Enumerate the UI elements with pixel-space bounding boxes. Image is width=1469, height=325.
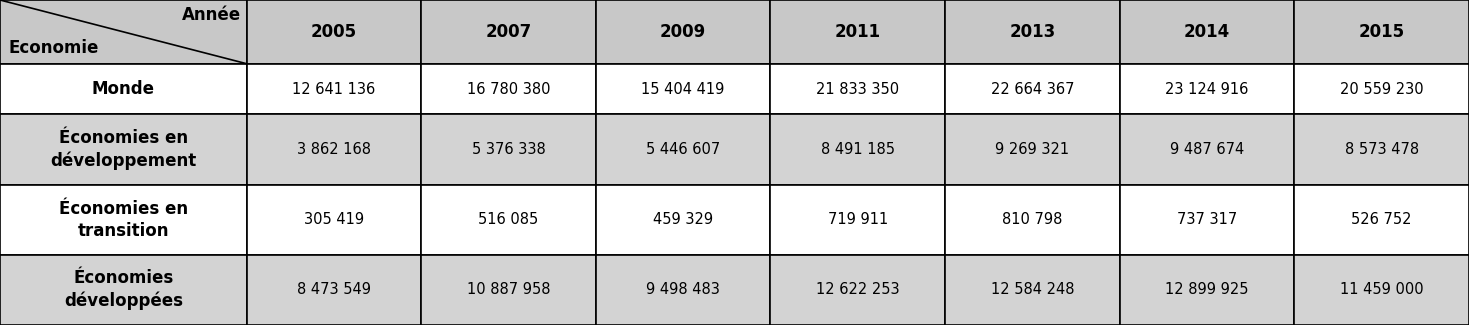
Text: 15 404 419: 15 404 419 — [642, 82, 724, 97]
Text: 8 573 478: 8 573 478 — [1344, 142, 1419, 157]
Text: 12 641 136: 12 641 136 — [292, 82, 376, 97]
Text: 516 085: 516 085 — [479, 212, 539, 227]
Bar — [945, 0, 1119, 64]
Text: 810 798: 810 798 — [1002, 212, 1062, 227]
Text: 8 491 185: 8 491 185 — [821, 142, 895, 157]
Text: 12 622 253: 12 622 253 — [815, 282, 899, 297]
Text: Économies en
développement: Économies en développement — [50, 129, 197, 170]
Bar — [945, 185, 1119, 255]
Bar — [1119, 114, 1294, 185]
Text: Monde: Monde — [91, 80, 154, 98]
Text: 10 887 958: 10 887 958 — [467, 282, 551, 297]
Text: 21 833 350: 21 833 350 — [817, 82, 899, 97]
Text: 5 446 607: 5 446 607 — [646, 142, 720, 157]
Text: 5 376 338: 5 376 338 — [472, 142, 545, 157]
Text: 2015: 2015 — [1359, 23, 1404, 41]
Bar — [1294, 0, 1469, 64]
Bar — [770, 114, 945, 185]
Text: 3 862 168: 3 862 168 — [297, 142, 370, 157]
Bar — [1119, 185, 1294, 255]
Bar — [1119, 255, 1294, 325]
Bar — [596, 64, 770, 114]
Bar — [1294, 114, 1469, 185]
Text: 9 498 483: 9 498 483 — [646, 282, 720, 297]
Text: 305 419: 305 419 — [304, 212, 364, 227]
Bar — [247, 0, 422, 64]
Bar — [596, 114, 770, 185]
Bar — [422, 185, 596, 255]
Bar — [770, 0, 945, 64]
Bar — [0, 255, 247, 325]
Text: 23 124 916: 23 124 916 — [1165, 82, 1249, 97]
Bar — [1294, 64, 1469, 114]
Text: 9 487 674: 9 487 674 — [1169, 142, 1244, 157]
Bar — [422, 64, 596, 114]
Bar — [945, 114, 1119, 185]
Text: 11 459 000: 11 459 000 — [1340, 282, 1423, 297]
Text: 526 752: 526 752 — [1351, 212, 1412, 227]
Text: Economie: Economie — [9, 39, 100, 57]
Bar — [0, 114, 247, 185]
Text: 737 317: 737 317 — [1177, 212, 1237, 227]
Bar — [0, 64, 247, 114]
Bar — [422, 0, 596, 64]
Text: 2005: 2005 — [311, 23, 357, 41]
Bar — [1294, 255, 1469, 325]
Text: 9 269 321: 9 269 321 — [996, 142, 1069, 157]
Bar — [1119, 64, 1294, 114]
Text: 22 664 367: 22 664 367 — [990, 82, 1074, 97]
Text: 2013: 2013 — [1009, 23, 1056, 41]
Text: 20 559 230: 20 559 230 — [1340, 82, 1423, 97]
Bar — [1294, 185, 1469, 255]
Bar — [770, 185, 945, 255]
Text: Année: Année — [182, 6, 241, 24]
Bar — [945, 64, 1119, 114]
Bar — [596, 185, 770, 255]
Bar — [247, 185, 422, 255]
Bar — [596, 0, 770, 64]
Text: 8 473 549: 8 473 549 — [297, 282, 370, 297]
Bar — [422, 255, 596, 325]
Text: 719 911: 719 911 — [827, 212, 887, 227]
Bar — [247, 255, 422, 325]
Text: 459 329: 459 329 — [654, 212, 712, 227]
Text: Économies en
transition: Économies en transition — [59, 200, 188, 240]
Bar — [247, 64, 422, 114]
Text: 2009: 2009 — [660, 23, 707, 41]
Bar — [0, 0, 247, 64]
Bar — [770, 64, 945, 114]
Bar — [422, 114, 596, 185]
Text: 12 584 248: 12 584 248 — [990, 282, 1074, 297]
Text: Économies
développées: Économies développées — [63, 269, 182, 310]
Text: 2014: 2014 — [1184, 23, 1230, 41]
Bar — [945, 255, 1119, 325]
Bar — [770, 255, 945, 325]
Bar — [1119, 0, 1294, 64]
Text: 12 899 925: 12 899 925 — [1165, 282, 1249, 297]
Text: 2007: 2007 — [485, 23, 532, 41]
Bar — [0, 185, 247, 255]
Text: 16 780 380: 16 780 380 — [467, 82, 551, 97]
Bar — [596, 255, 770, 325]
Text: 2011: 2011 — [834, 23, 881, 41]
Bar — [247, 114, 422, 185]
